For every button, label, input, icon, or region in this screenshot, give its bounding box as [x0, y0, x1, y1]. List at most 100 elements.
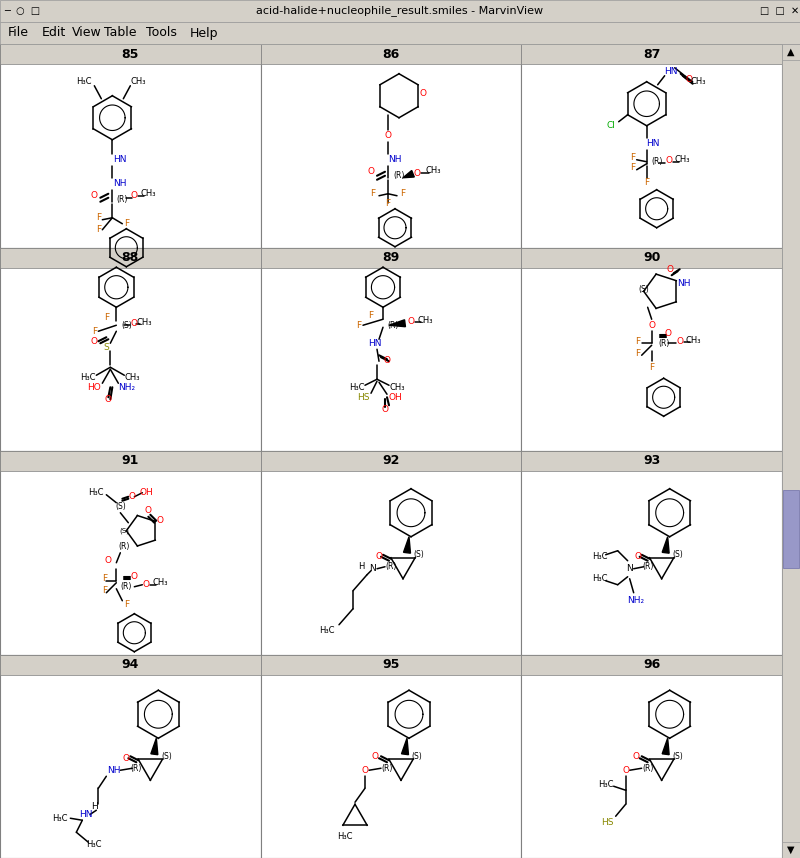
Text: (R): (R): [118, 542, 130, 551]
Bar: [782, 842, 800, 858]
Text: F: F: [102, 574, 107, 583]
Text: (R): (R): [651, 157, 662, 166]
Bar: [782, 44, 800, 60]
Text: OH: OH: [388, 393, 402, 402]
Text: H₃C: H₃C: [86, 840, 102, 849]
Text: Edit: Edit: [42, 27, 66, 39]
Text: CH₃: CH₃: [153, 578, 168, 587]
Bar: [0, 451, 261, 471]
Text: F: F: [644, 178, 650, 187]
Text: HN: HN: [646, 139, 659, 148]
Text: OH: OH: [139, 488, 154, 498]
Text: 95: 95: [382, 658, 400, 671]
Text: 93: 93: [643, 455, 660, 468]
Text: O: O: [157, 517, 164, 525]
Text: O: O: [685, 76, 692, 84]
Polygon shape: [403, 537, 410, 553]
Text: F: F: [386, 199, 390, 208]
Bar: [0, 451, 261, 655]
Polygon shape: [662, 537, 669, 553]
Text: 91: 91: [122, 455, 139, 468]
Text: CH₃: CH₃: [390, 383, 405, 392]
Text: ▼: ▼: [787, 845, 794, 855]
Text: F: F: [635, 336, 640, 346]
Text: HS: HS: [357, 393, 370, 402]
Text: F: F: [124, 601, 129, 609]
Bar: [261, 44, 522, 64]
Text: O: O: [131, 191, 138, 200]
Text: (S): (S): [672, 550, 683, 559]
Text: HN: HN: [79, 810, 93, 819]
Text: F: F: [369, 311, 374, 320]
Text: H₃C: H₃C: [89, 488, 104, 498]
Text: (S): (S): [121, 321, 132, 329]
Text: O: O: [105, 556, 112, 565]
Text: 87: 87: [643, 47, 660, 61]
Bar: [261, 451, 522, 655]
Polygon shape: [389, 320, 406, 327]
Text: O: O: [419, 89, 426, 99]
Text: (S): (S): [161, 752, 172, 761]
Text: (R): (R): [642, 764, 654, 773]
Bar: [261, 655, 522, 674]
Text: O: O: [407, 317, 414, 326]
Bar: [782, 44, 800, 858]
Text: (R): (R): [130, 764, 142, 773]
Text: O: O: [143, 580, 150, 589]
Text: ▲: ▲: [787, 47, 794, 57]
Text: (R): (R): [386, 562, 397, 571]
Text: (R): (R): [394, 172, 405, 180]
Text: CH₃: CH₃: [691, 77, 706, 87]
Text: O: O: [634, 553, 641, 561]
Bar: [0, 0, 800, 22]
Text: (S): (S): [638, 285, 649, 293]
Text: CH₃: CH₃: [426, 166, 441, 175]
Text: H: H: [358, 562, 364, 571]
Bar: [0, 247, 261, 451]
Text: View: View: [72, 27, 102, 39]
Text: ─  ○  □: ─ ○ □: [4, 6, 40, 16]
Text: O: O: [665, 156, 672, 166]
Text: 86: 86: [382, 47, 400, 61]
Text: CH₃: CH₃: [130, 77, 146, 87]
Bar: [522, 44, 782, 247]
Polygon shape: [151, 738, 158, 755]
Polygon shape: [662, 738, 669, 755]
Text: O: O: [383, 356, 390, 365]
Text: N: N: [626, 565, 633, 573]
Text: (R): (R): [117, 196, 128, 204]
Text: O: O: [666, 265, 673, 274]
Text: □  □  ✕: □ □ ✕: [760, 6, 799, 16]
Text: O: O: [91, 336, 98, 346]
Bar: [522, 451, 782, 655]
Text: (S): (S): [414, 550, 424, 559]
Text: 85: 85: [122, 47, 139, 61]
Text: H₃C: H₃C: [81, 372, 96, 382]
Text: HO: HO: [87, 383, 102, 392]
Text: HN: HN: [368, 339, 382, 347]
Bar: [0, 247, 261, 268]
Text: O: O: [105, 395, 112, 404]
Bar: [261, 247, 522, 451]
Text: O: O: [375, 553, 382, 561]
Text: O: O: [131, 572, 138, 581]
Text: 96: 96: [643, 658, 660, 671]
Text: CH₃: CH₃: [675, 155, 690, 164]
Text: NH: NH: [114, 179, 127, 188]
Text: Help: Help: [190, 27, 218, 39]
Text: O: O: [367, 167, 374, 176]
Text: HN: HN: [114, 155, 127, 164]
Text: CH₃: CH₃: [125, 372, 140, 382]
Text: O: O: [129, 492, 136, 501]
Text: H₃C: H₃C: [592, 553, 607, 561]
Text: F: F: [401, 190, 406, 198]
Text: F: F: [102, 586, 107, 595]
Bar: [783, 490, 799, 568]
Text: O: O: [145, 506, 152, 516]
Bar: [0, 44, 261, 247]
Text: O: O: [382, 405, 389, 414]
Text: F: F: [370, 190, 375, 198]
Text: (R): (R): [658, 339, 670, 347]
Text: F: F: [96, 226, 101, 234]
Text: (R): (R): [642, 562, 654, 571]
